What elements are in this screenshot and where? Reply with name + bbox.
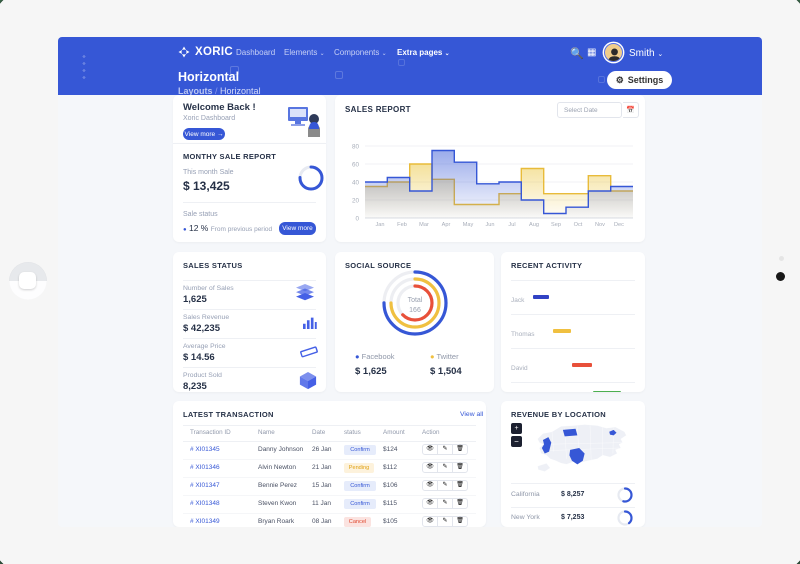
svg-text:Jun: Jun: [485, 222, 494, 228]
svg-text:40: 40: [352, 180, 360, 187]
svg-text:Dec: Dec: [614, 222, 624, 228]
svg-text:Aug: Aug: [529, 222, 539, 228]
svg-text:Mar: Mar: [419, 222, 429, 228]
svg-text:Nov: Nov: [595, 222, 605, 228]
svg-text:80: 80: [352, 144, 360, 151]
svg-text:Jan: Jan: [375, 222, 384, 228]
svg-text:Jul: Jul: [508, 222, 515, 228]
svg-text:May: May: [463, 222, 474, 228]
svg-text:Oct: Oct: [574, 222, 583, 228]
svg-text:166: 166: [409, 307, 421, 314]
svg-text:Apr: Apr: [442, 222, 451, 228]
svg-text:Sep: Sep: [551, 222, 561, 228]
svg-text:Total: Total: [408, 297, 423, 304]
svg-text:0: 0: [355, 216, 359, 223]
svg-text:20: 20: [352, 198, 360, 205]
svg-text:Feb: Feb: [397, 222, 407, 228]
svg-text:60: 60: [352, 162, 360, 169]
